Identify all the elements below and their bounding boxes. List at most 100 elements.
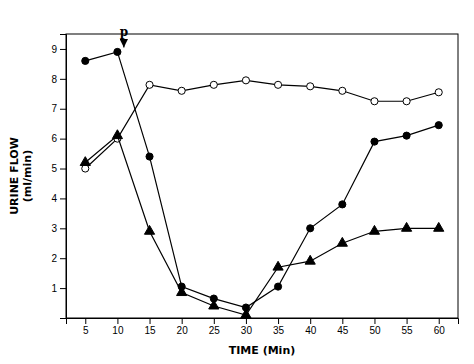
series-point [371, 98, 378, 105]
x-tick-label: 45 [337, 325, 349, 336]
x-tick-label: 35 [273, 325, 285, 336]
series-point [210, 81, 217, 88]
series-point [274, 81, 281, 88]
series-group [80, 48, 444, 318]
series-point [337, 237, 347, 246]
x-tick-mark [310, 318, 311, 324]
y-tick-label: 4 [51, 193, 57, 204]
x-tick-mark [407, 318, 408, 324]
series-point [178, 87, 185, 94]
series-point [82, 57, 89, 64]
series-point [371, 138, 378, 145]
chart: 51015202530354045505560123456789pTIME (M… [0, 0, 474, 364]
x-tick-mark [182, 318, 183, 324]
x-tick-mark [150, 318, 151, 324]
x-tick-label: 55 [402, 325, 414, 336]
x-tick-mark [246, 318, 247, 324]
x-axis-title: TIME (Min) [229, 344, 296, 357]
y-tick-label: 9 [51, 44, 57, 55]
y-tick-mark [60, 228, 66, 229]
series-point [339, 87, 346, 94]
x-tick: 10 [112, 318, 124, 336]
y-tick-mark [60, 258, 66, 259]
x-tick-label: 40 [305, 325, 317, 336]
series-point [273, 261, 283, 270]
y-tick-mark [60, 109, 66, 110]
x-tick: 25 [209, 318, 221, 336]
series-point [274, 283, 281, 290]
y-tick: 7 [51, 103, 66, 114]
y-tick-mark [60, 139, 66, 140]
series-point [80, 157, 90, 166]
annotation-arrow [123, 38, 124, 47]
series-point [305, 255, 315, 264]
x-tick: 40 [305, 318, 317, 336]
x-tick: 30 [241, 318, 253, 336]
series-point [144, 225, 154, 234]
series-point [307, 225, 314, 232]
x-tick-label: 15 [144, 325, 156, 336]
x-axis-line [67, 319, 459, 325]
x-tick: 5 [83, 318, 89, 336]
y-tick-label: 6 [51, 133, 57, 144]
series-line [85, 136, 438, 315]
y-axis-title: URINE FLOW(ml/min) [8, 137, 34, 215]
x-tick-label: 30 [241, 325, 253, 336]
x-axis: 5 10 15 20 25 30 35 40 45 50 55 60 [67, 318, 459, 336]
series-point [435, 89, 442, 96]
series-line [85, 52, 438, 308]
x-tick-mark [214, 318, 215, 324]
x-tick-label: 25 [209, 325, 221, 336]
y-tick-mark [60, 169, 66, 170]
x-tick-mark [117, 318, 118, 324]
series-point [112, 130, 122, 139]
x-tick: 20 [177, 318, 189, 336]
x-tick: 50 [369, 318, 381, 336]
y-tick-mark [60, 49, 66, 50]
y-tick: 5 [51, 163, 66, 174]
y-tick-label: 5 [51, 163, 57, 174]
series-point [307, 83, 314, 90]
x-tick-label: 20 [177, 325, 189, 336]
series-point [114, 48, 121, 55]
y-axis-title-line: (ml/min) [21, 150, 34, 202]
series-point [403, 98, 410, 105]
series-point [435, 122, 442, 129]
series-point [241, 309, 251, 318]
y-axis: 1 2 3 4 5 6 7 8 9 [51, 35, 66, 319]
y-tick-label: 1 [51, 283, 57, 294]
y-axis-title-line: URINE FLOW [8, 137, 21, 215]
annotation-text: p [120, 24, 128, 38]
series-point [401, 222, 411, 231]
series-point [434, 222, 444, 231]
y-tick: 3 [51, 223, 66, 234]
y-tick: 8 [51, 74, 66, 85]
x-tick-mark [278, 318, 279, 324]
y-axis-line [60, 35, 67, 319]
y-tick-label: 3 [51, 223, 57, 234]
series-point [403, 132, 410, 139]
y-tick: 2 [51, 253, 66, 264]
x-tick: 45 [337, 318, 349, 336]
series-point [146, 153, 153, 160]
x-tick: 35 [273, 318, 285, 336]
y-tick-mark [60, 79, 66, 80]
y-tick-label: 8 [51, 74, 57, 85]
series-line [85, 80, 438, 168]
x-tick-mark [374, 318, 375, 324]
x-tick-mark [439, 318, 440, 324]
y-tick-label: 7 [51, 103, 57, 114]
y-tick-mark [60, 288, 66, 289]
series-point [369, 225, 379, 234]
y-tick: 1 [51, 283, 66, 294]
x-tick: 55 [402, 318, 414, 336]
x-tick-label: 5 [83, 325, 89, 336]
y-tick-label: 2 [51, 253, 57, 264]
y-tick: 4 [51, 193, 66, 204]
x-tick-mark [342, 318, 343, 324]
plot-frame [66, 34, 458, 318]
plot: 51015202530354045505560123456789p [51, 24, 458, 336]
y-tick-mark [60, 198, 66, 199]
x-tick-label: 10 [112, 325, 124, 336]
x-tick: 60 [434, 318, 446, 336]
